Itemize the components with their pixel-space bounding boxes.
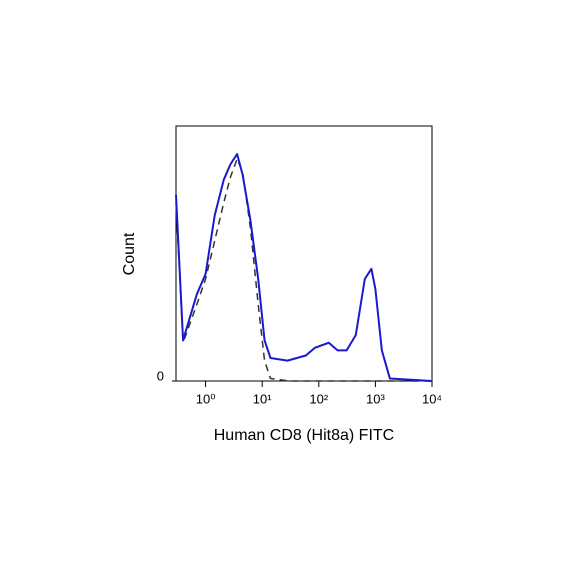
plot-frame <box>175 125 433 382</box>
y-axis-title: Count <box>121 232 138 275</box>
x-axis-title: Human CD8 (Hit8a) FITC <box>214 427 394 444</box>
histogram-line <box>175 158 432 382</box>
histogram-line <box>175 153 433 382</box>
x-tick-label: 10¹ <box>253 391 272 406</box>
x-tick-label: 10² <box>309 391 328 406</box>
x-tick-label: 10⁰ <box>196 391 216 406</box>
y-tick-label: 0 <box>157 368 164 383</box>
x-tick-label: 10³ <box>366 391 385 406</box>
x-tick-label: 10⁴ <box>422 391 442 406</box>
